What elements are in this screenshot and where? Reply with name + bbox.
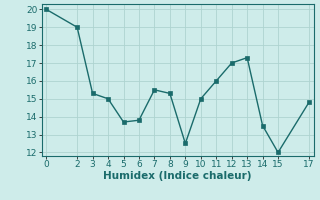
X-axis label: Humidex (Indice chaleur): Humidex (Indice chaleur) bbox=[103, 171, 252, 181]
